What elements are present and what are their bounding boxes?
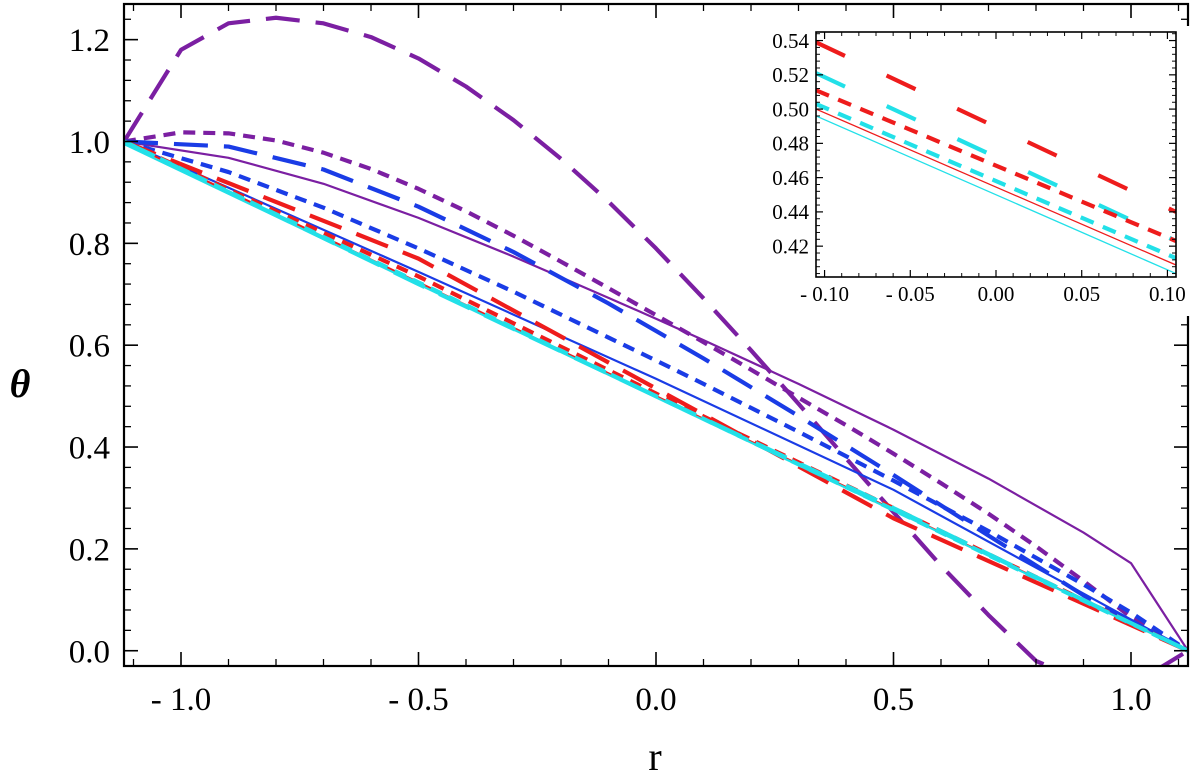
main-x-tick-label: 1.0	[1110, 682, 1151, 718]
inset-series-4-line	[816, 102, 1176, 261]
main-y-tick-label: 1.2	[69, 23, 110, 59]
inset-y-tick-label: 0.52	[772, 63, 809, 87]
main-x-tick-labels: - 1.0 - 0.5 0.0 0.5 1.0	[151, 682, 1152, 718]
inset-x-tick-labels: - 0.10 - 0.05 0.00 0.05 0.10	[800, 282, 1186, 306]
main-series-3-line	[124, 140, 1188, 652]
main-x-tick-label: - 0.5	[388, 682, 449, 718]
inset-x-tick-label: 0.00	[978, 282, 1015, 306]
main-plot-series	[124, 15, 1188, 666]
y-axis-title: θ	[10, 361, 31, 406]
inset-plot-series	[816, 40, 1176, 275]
inset-x-tick-label: - 0.10	[800, 282, 849, 306]
main-y-tick-label: 0.0	[69, 634, 110, 670]
main-series-7-line	[124, 139, 1188, 653]
main-series-1-line	[124, 15, 1188, 666]
inset-series-1-line	[816, 40, 1176, 214]
inset-x-tick-label: 0.05	[1063, 282, 1100, 306]
inset-y-tick-label: 0.42	[772, 235, 809, 259]
inset-y-tick-labels: 0.42 0.44 0.46 0.48 0.50 0.52 0.54	[772, 29, 809, 259]
inset-series-6-line	[816, 115, 1176, 275]
inset-y-tick-label: 0.46	[772, 166, 809, 190]
main-series-6-line	[124, 140, 1188, 652]
main-x-tick-label: 0.5	[873, 682, 914, 718]
inset-y-tick-label: 0.48	[772, 132, 809, 156]
inset-axis-ticks	[816, 32, 1176, 277]
inset-x-tick-label: - 0.05	[886, 282, 935, 306]
main-series-12-line	[124, 143, 1188, 652]
main-x-tick-label: 0.0	[635, 682, 676, 718]
inset-x-tick-label: 0.10	[1149, 282, 1186, 306]
main-y-tick-label: 0.4	[69, 431, 110, 467]
main-y-tick-label: 0.2	[69, 532, 110, 568]
x-axis-title: r	[648, 734, 661, 773]
main-y-tick-label: 0.6	[69, 329, 110, 365]
main-y-tick-label: 0.8	[69, 227, 110, 263]
inset-y-tick-label: 0.50	[772, 97, 809, 121]
main-y-tick-labels: 0.0 0.2 0.4 0.6 0.8 1.0 1.2	[69, 23, 110, 670]
main-series-5-line	[124, 139, 1188, 653]
inset-series-2-line	[816, 71, 1176, 243]
inset-background	[788, 26, 1193, 316]
inset-y-tick-label: 0.44	[772, 200, 809, 224]
main-x-tick-label: - 1.0	[151, 682, 212, 718]
inset-y-tick-label: 0.54	[772, 29, 809, 53]
inset-series-3-line	[816, 88, 1176, 243]
main-y-tick-label: 1.0	[69, 125, 110, 161]
inset-series-5-line	[816, 108, 1176, 266]
main-axis-ticks	[124, 4, 1188, 666]
